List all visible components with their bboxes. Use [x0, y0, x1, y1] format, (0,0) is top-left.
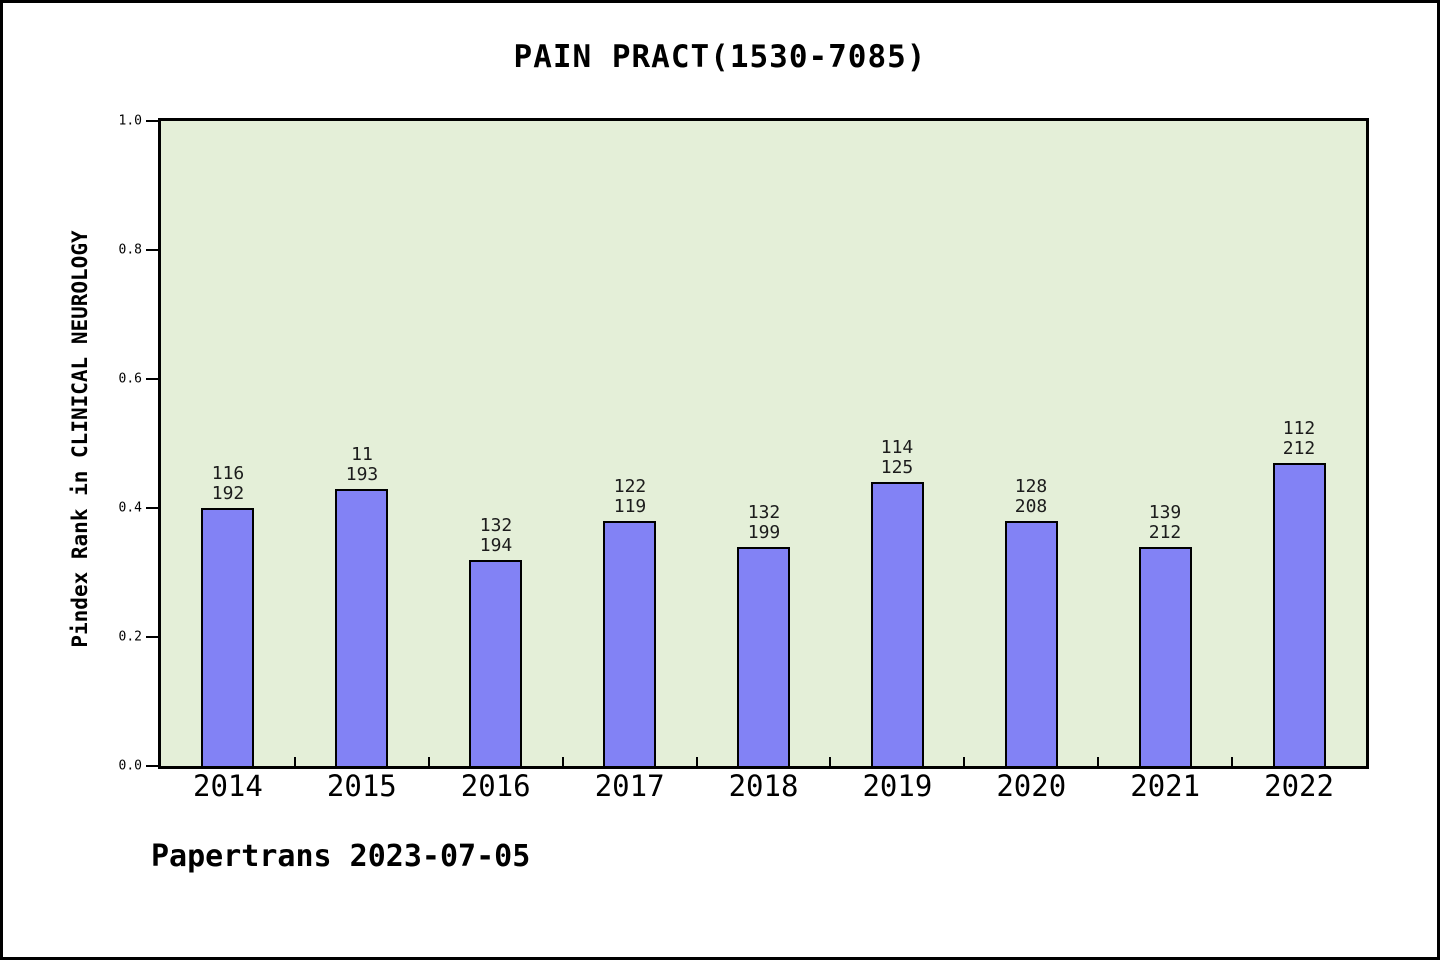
bar-value-label: 114 125: [880, 437, 914, 478]
y-tick-label-0.2: 0.2: [118, 629, 142, 645]
watermark-text: Papertrans 2023-07-05: [151, 839, 531, 874]
bar-2018: [737, 547, 790, 766]
y-tick-label-0.8: 0.8: [118, 242, 142, 258]
bar-value-label: 132 194: [479, 515, 513, 556]
bar-2016: [469, 560, 522, 766]
y-axis-tick: [146, 507, 158, 509]
bar-2017: [603, 521, 656, 766]
y-tick-label-0.6: 0.6: [118, 371, 142, 387]
bar-value-label: 128 208: [1014, 476, 1048, 517]
x-axis-tick: [428, 757, 430, 766]
y-axis-tick: [146, 249, 158, 251]
bar-value-label: 112 212: [1282, 418, 1316, 459]
x-axis-tick: [1097, 757, 1099, 766]
x-tick-label-2018: 2018: [728, 769, 799, 803]
x-axis-tick: [562, 757, 564, 766]
plot-area: 116 192 11 193 132 194 122 119 132 199 114 12…: [158, 118, 1369, 769]
bar-value-label: 132 199: [747, 502, 781, 543]
x-tick-label-2016: 2016: [460, 769, 531, 803]
x-tick-label-2022: 2022: [1264, 769, 1334, 803]
x-axis-tick: [1231, 757, 1233, 766]
x-axis-tick: [829, 757, 831, 766]
x-tick-label-2020: 2020: [996, 769, 1067, 803]
bar-2022: [1273, 463, 1326, 766]
x-tick-label-2017: 2017: [594, 769, 665, 803]
y-axis-tick: [146, 120, 158, 122]
x-tick-label-2014: 2014: [193, 769, 263, 803]
y-axis-tick: [146, 636, 158, 638]
bar-2020: [1005, 521, 1058, 766]
y-tick-label-0.0: 0.0: [118, 758, 142, 774]
chart-title: PAIN PRACT(1530-7085): [513, 39, 927, 75]
x-axis-tick: [294, 757, 296, 766]
bar-value-label: 116 192: [211, 463, 245, 504]
y-axis-tick: [146, 765, 158, 767]
y-tick-label-1.0: 1.0: [118, 113, 142, 129]
bar-2019: [871, 482, 924, 766]
y-axis-tick: [146, 378, 158, 380]
bar-value-label: 11 193: [345, 444, 379, 485]
x-axis-tick: [696, 757, 698, 766]
x-tick-label-2019: 2019: [862, 769, 933, 803]
x-tick-label-2015: 2015: [326, 769, 397, 803]
bar-value-label: 122 119: [613, 476, 647, 517]
x-axis-tick: [963, 757, 965, 766]
bar-2021: [1139, 547, 1192, 766]
y-tick-label-0.4: 0.4: [118, 500, 142, 516]
bar-value-label: 139 212: [1148, 502, 1182, 543]
y-axis-label-text: Pindex Rank in CLINICAL NEUROLOGY: [68, 230, 92, 648]
x-tick-label-2021: 2021: [1130, 769, 1201, 803]
bar-2014: [201, 508, 254, 766]
bar-2015: [335, 489, 388, 766]
